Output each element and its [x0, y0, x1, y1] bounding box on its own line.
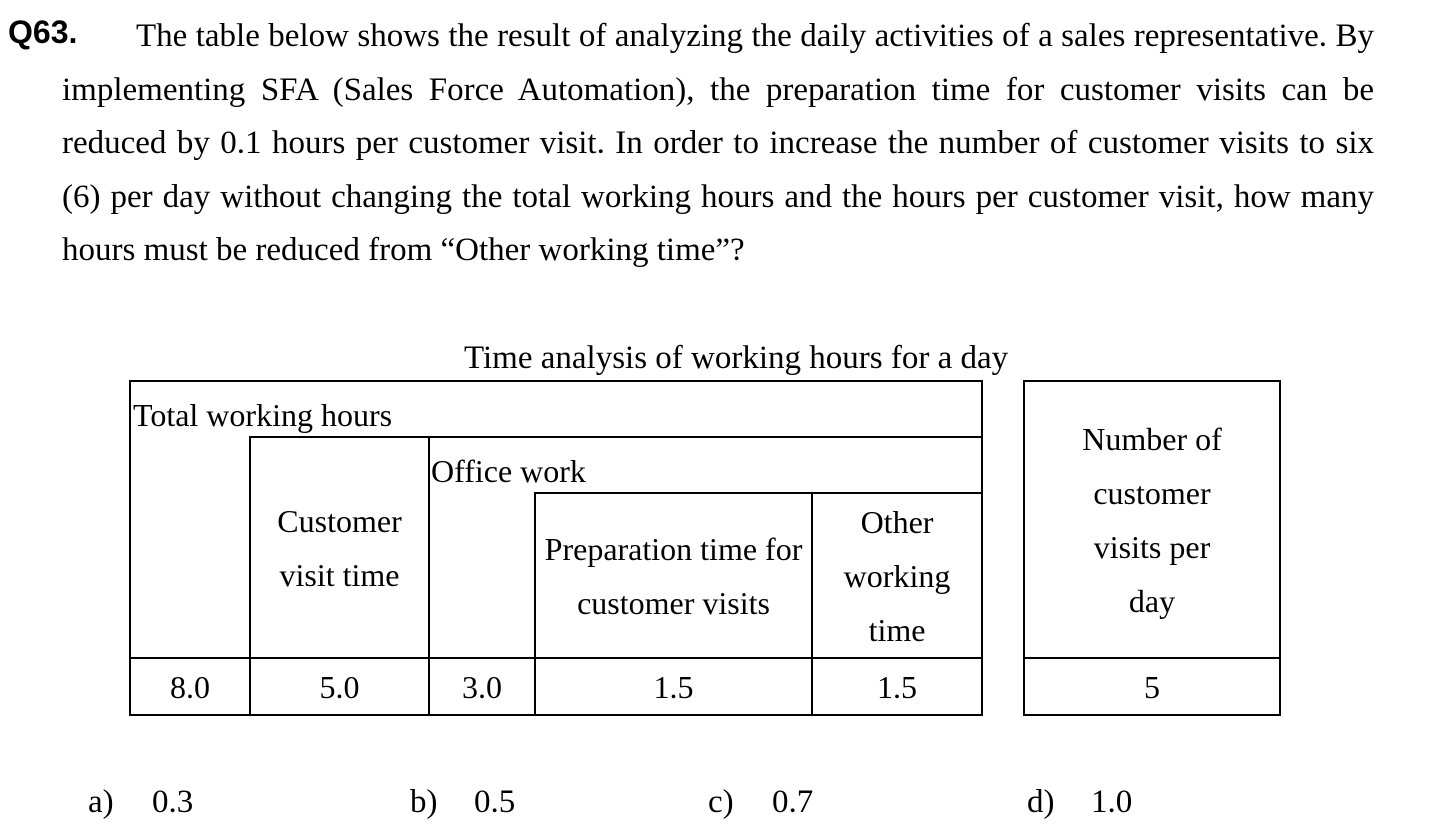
header-visits-per-day: Number of customer visits per day — [1082, 420, 1222, 619]
option-b[interactable]: b) 0.5 — [410, 780, 515, 824]
visits-row-divider — [1023, 657, 1281, 659]
col-divider-4 — [811, 492, 813, 716]
col-divider-3 — [534, 492, 536, 716]
option-b-value: 0.5 — [474, 784, 516, 820]
col-divider-2 — [428, 436, 430, 716]
option-d-value: 1.0 — [1091, 784, 1133, 820]
question-text: The table below shows the result of anal… — [62, 18, 1374, 268]
row-divider-office — [249, 436, 983, 438]
value-preparation-time: 1.5 — [653, 668, 694, 705]
header-customer-visit-time: Customer visit time — [277, 502, 402, 593]
header-other-working-time-cell: Other working time — [813, 494, 981, 657]
option-c[interactable]: c) 0.7 — [708, 780, 813, 824]
col-divider-1 — [249, 436, 251, 716]
header-preparation-time-cell: Preparation time for customer visits — [536, 494, 811, 657]
option-c-value: 0.7 — [772, 784, 814, 820]
value-customer-visit-time: 5.0 — [319, 668, 360, 705]
header-visits-per-day-cell: Number of customer visits per day — [1025, 382, 1279, 657]
value-total-working-hours: 8.0 — [170, 668, 210, 705]
visits-table-frame — [1023, 380, 1281, 716]
row-divider-values — [129, 657, 983, 659]
value-other-working-time: 1.5 — [877, 668, 917, 705]
option-c-label: c) — [708, 784, 734, 820]
header-total-working-hours: Total working hours — [133, 397, 393, 433]
header-other-working-time: Other working time — [843, 503, 951, 648]
option-a[interactable]: a) 0.3 — [88, 780, 193, 824]
value-office-work: 3.0 — [462, 668, 502, 705]
option-b-label: b) — [410, 784, 438, 820]
option-d[interactable]: d) 1.0 — [1027, 780, 1132, 824]
option-a-label: a) — [88, 784, 114, 820]
header-office-work: Office work — [431, 453, 586, 489]
table-caption: Time analysis of working hours for a day — [464, 340, 1009, 376]
header-customer-visit-time-cell: Customer visit time — [251, 438, 428, 657]
main-table-frame — [129, 380, 983, 716]
question-number: Q63. — [8, 14, 78, 50]
header-preparation-time: Preparation time for customer visits — [544, 530, 803, 621]
value-visits-per-day: 5 — [1144, 668, 1160, 705]
row-divider-sub — [534, 492, 983, 494]
option-d-label: d) — [1027, 784, 1055, 820]
option-a-value: 0.3 — [152, 784, 194, 820]
